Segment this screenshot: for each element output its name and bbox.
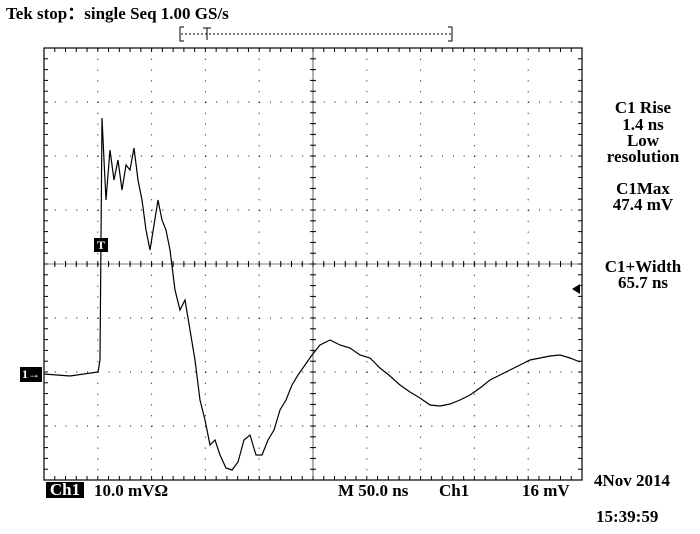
trigger-level-arrow bbox=[572, 284, 580, 294]
footer-trigger-level: 16 mV bbox=[522, 481, 570, 500]
footer-trigger-source: Ch1 bbox=[439, 481, 469, 500]
meas-value: 65.7 ns bbox=[618, 273, 668, 292]
footer-timebase: M 50.0 ns bbox=[338, 481, 409, 500]
footer-date: 4Nov 2014 bbox=[594, 471, 671, 490]
waveform bbox=[43, 117, 581, 471]
footer-channel: Ch1 bbox=[50, 480, 80, 499]
record-bar bbox=[179, 26, 453, 42]
meas-note: resolution bbox=[607, 147, 680, 166]
trigger-marker: T bbox=[97, 238, 105, 252]
channel-marker: 1→ bbox=[22, 367, 40, 381]
meas-value: 1.4 ns bbox=[622, 115, 664, 134]
footer-time: 15:39:59 bbox=[596, 507, 658, 526]
meas-label: C1Max bbox=[616, 179, 670, 198]
footer-scale: 10.0 mVΩ bbox=[94, 481, 168, 500]
channel-badge bbox=[46, 482, 84, 498]
meas-note: Low bbox=[627, 131, 660, 150]
status: Tek stop：single Seq 1.00 GS/s bbox=[6, 4, 229, 23]
channel-marker-bg bbox=[20, 367, 42, 382]
meas-label: C1+Width bbox=[605, 257, 682, 276]
trigger-marker-bg bbox=[94, 238, 108, 252]
meas-value: 47.4 mV bbox=[613, 195, 674, 214]
graticule bbox=[43, 47, 583, 481]
meas-label: C1 Rise bbox=[615, 98, 672, 117]
